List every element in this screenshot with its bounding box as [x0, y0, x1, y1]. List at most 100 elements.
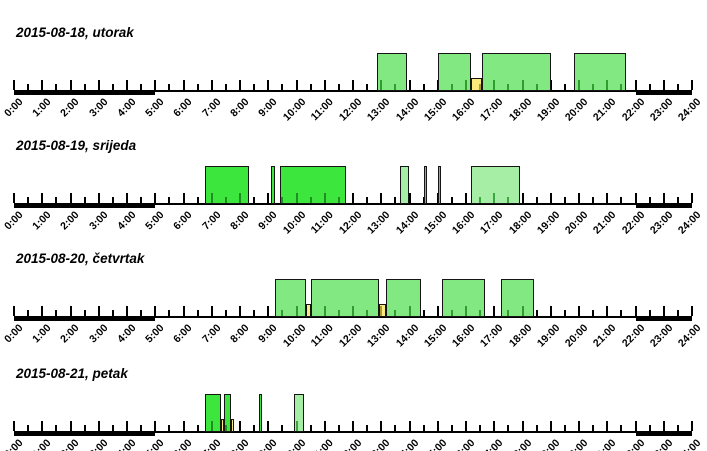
hour-tick — [13, 80, 15, 90]
hour-tick — [210, 80, 213, 90]
hour-tick — [662, 306, 665, 316]
half-hour-tick — [140, 84, 143, 90]
day-title: 2015-08-19, srijeda — [16, 138, 137, 153]
block-tick — [295, 421, 298, 431]
tick-label: 1:00 — [30, 322, 54, 346]
block-tick — [507, 197, 510, 203]
half-hour-tick — [168, 84, 171, 90]
tick-label: 5:00 — [143, 96, 167, 120]
activity-block-green — [310, 279, 379, 317]
half-hour-tick — [394, 197, 397, 203]
half-hour-tick — [281, 84, 284, 90]
half-hour-tick — [224, 310, 227, 316]
half-hour-tick — [253, 310, 256, 316]
half-hour-tick — [224, 84, 227, 90]
hour-tick — [493, 306, 496, 316]
half-hour-tick — [253, 84, 256, 90]
hour-tick — [97, 80, 100, 90]
tick-label: 0:00 — [2, 322, 26, 346]
block-tick — [493, 193, 496, 203]
hour-tick — [521, 193, 524, 203]
hour-tick — [210, 306, 213, 316]
axis-bold-segment — [14, 316, 156, 321]
half-hour-tick — [479, 425, 482, 431]
hour-tick — [323, 421, 326, 431]
tick-label: 9:00 — [256, 437, 280, 451]
tick-label: 19:00 — [534, 209, 563, 237]
half-hour-tick — [592, 425, 595, 431]
tick-label: 14:00 — [393, 96, 421, 124]
activity-block-green — [280, 166, 346, 204]
tick-label: 14:00 — [393, 437, 421, 451]
tick-label: 11:00 — [309, 96, 337, 124]
block-tick — [380, 306, 383, 316]
half-hour-tick — [196, 310, 199, 316]
hour-tick — [578, 306, 580, 316]
tick-label: 22:00 — [619, 437, 647, 451]
hour-tick — [606, 306, 609, 316]
half-hour-tick — [140, 425, 143, 431]
hour-tick — [408, 193, 411, 203]
tick-label: 3:00 — [86, 322, 111, 346]
half-hour-tick — [535, 425, 538, 431]
hour-tick — [182, 193, 185, 203]
hour-tick — [182, 421, 185, 431]
activity-block-green — [574, 53, 627, 91]
half-hour-tick — [563, 84, 566, 90]
hour-tick — [126, 193, 128, 203]
tick-label: 24:00 — [676, 209, 704, 237]
tick-label: 18:00 — [506, 322, 534, 350]
half-hour-tick — [55, 425, 58, 431]
half-hour-tick — [111, 84, 114, 90]
tick-label: 19:00 — [534, 437, 563, 451]
block-tick — [224, 197, 227, 203]
tick-label: 17:00 — [478, 322, 506, 350]
hour-tick — [41, 80, 44, 90]
block-tick — [337, 197, 340, 203]
hour-tick — [267, 421, 270, 431]
block-tick — [309, 197, 312, 203]
half-hour-tick — [27, 425, 30, 431]
half-hour-tick — [337, 425, 340, 431]
block-tick — [210, 421, 213, 431]
half-hour-tick — [620, 197, 623, 203]
half-hour-tick — [337, 84, 340, 90]
tick-label: 2:00 — [58, 322, 82, 346]
tick-label: 1:00 — [30, 437, 54, 451]
hour-tick — [13, 421, 15, 431]
tick-label: 16:00 — [450, 209, 478, 237]
time-axis-line — [14, 90, 692, 92]
half-hour-tick — [309, 425, 312, 431]
tick-label: 21:00 — [591, 322, 619, 350]
hour-tick — [549, 421, 552, 431]
tick-label: 5:00 — [143, 322, 167, 346]
hour-tick — [662, 421, 665, 431]
half-hour-tick — [168, 425, 171, 431]
half-hour-tick — [563, 310, 566, 316]
block-tick — [450, 84, 453, 90]
tick-label: 9:00 — [256, 322, 280, 346]
axis-bold-segment — [14, 431, 156, 436]
half-hour-tick — [563, 197, 566, 203]
hour-tick — [239, 80, 241, 90]
block-tick — [210, 193, 213, 203]
hour-tick — [97, 421, 100, 431]
hour-tick — [126, 306, 128, 316]
activity-block-green — [442, 279, 485, 317]
block-tick — [323, 193, 326, 203]
tick-label: 11:00 — [309, 437, 337, 451]
hour-tick — [408, 80, 411, 90]
half-hour-tick — [55, 310, 58, 316]
activity-block-green — [437, 166, 441, 204]
tick-label: 22:00 — [619, 322, 647, 350]
hour-tick — [69, 193, 72, 203]
hour-tick — [154, 421, 157, 431]
hour-tick — [578, 193, 580, 203]
hour-tick — [126, 421, 128, 431]
hour-tick — [267, 193, 270, 203]
hour-tick — [493, 421, 496, 431]
block-tick — [479, 84, 482, 90]
tick-label: 10:00 — [280, 96, 308, 124]
half-hour-tick — [450, 425, 453, 431]
